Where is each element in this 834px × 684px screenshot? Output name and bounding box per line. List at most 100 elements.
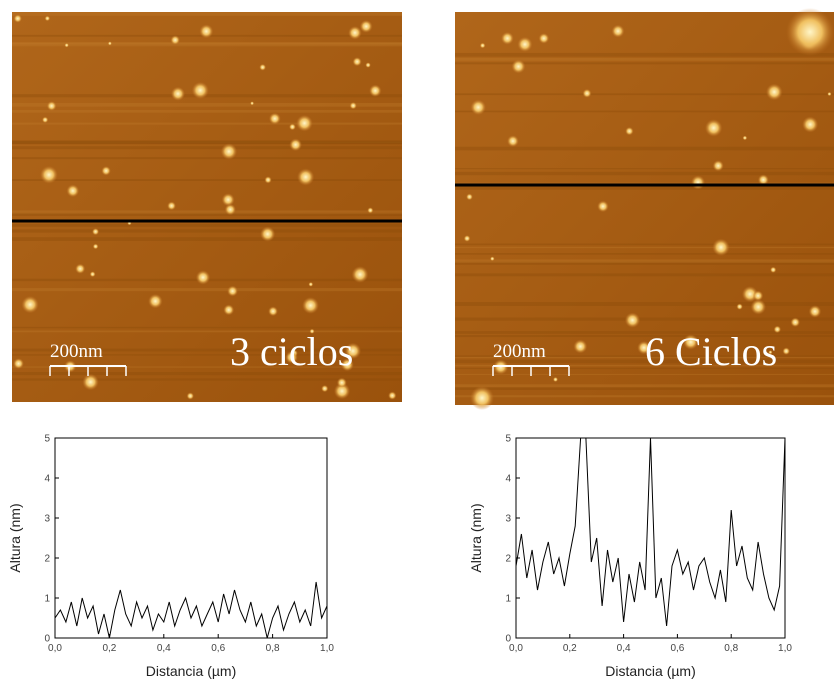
y-tick-label: 1 bbox=[505, 594, 511, 605]
profile-line bbox=[515, 437, 786, 627]
particle bbox=[21, 295, 39, 314]
scan-line bbox=[12, 378, 402, 381]
particle bbox=[296, 114, 313, 132]
particle bbox=[768, 350, 773, 355]
particle bbox=[220, 143, 238, 160]
particle bbox=[333, 382, 351, 400]
scale-label: 200nm bbox=[493, 341, 546, 362]
particle bbox=[365, 62, 371, 68]
scan-line bbox=[455, 335, 834, 338]
scan-line bbox=[455, 171, 834, 176]
y-tick-label: 2 bbox=[44, 554, 50, 565]
scan-line bbox=[455, 186, 834, 190]
scan-line bbox=[12, 141, 402, 144]
x-tick-label: 0,8 bbox=[266, 643, 280, 654]
scan-line bbox=[12, 140, 402, 144]
scan-line bbox=[455, 317, 834, 321]
particle bbox=[351, 266, 369, 283]
particle bbox=[624, 312, 641, 328]
particle bbox=[765, 83, 783, 101]
particle bbox=[470, 99, 487, 116]
scan-line bbox=[455, 110, 834, 113]
particle bbox=[538, 33, 550, 44]
scan-line bbox=[455, 359, 834, 364]
scan-line bbox=[455, 253, 834, 255]
profile-chart: 0 1 2 3 4 5 0,0 0,2 0,4 0,6 0,8 1,0 Distancia (µm) Al… bbox=[468, 434, 792, 680]
scan-line bbox=[12, 140, 402, 144]
particle bbox=[511, 59, 526, 74]
particle bbox=[750, 299, 767, 315]
y-tick-label: 0 bbox=[44, 634, 50, 645]
particle bbox=[625, 126, 634, 136]
particle bbox=[517, 36, 533, 52]
particle bbox=[340, 358, 354, 372]
scan-line bbox=[455, 302, 834, 306]
scan-line bbox=[12, 366, 402, 368]
scan-line bbox=[12, 179, 402, 181]
scan-line bbox=[455, 373, 834, 375]
x-tick-label: 1,0 bbox=[320, 643, 334, 654]
particle bbox=[344, 342, 362, 360]
particle bbox=[782, 347, 790, 355]
particle bbox=[259, 63, 267, 71]
particle bbox=[91, 228, 100, 236]
afm-image: 200nm 3 ciclos bbox=[12, 12, 402, 402]
y-tick-label: 5 bbox=[44, 434, 50, 445]
x-tick-label: 0,0 bbox=[48, 643, 62, 654]
particle bbox=[199, 24, 214, 39]
scan-line bbox=[12, 223, 402, 227]
particle bbox=[66, 184, 80, 198]
particle bbox=[808, 305, 822, 318]
afm-background bbox=[12, 12, 402, 402]
y-tick-label: 1 bbox=[44, 594, 50, 605]
x-tick-label: 0,2 bbox=[563, 643, 577, 654]
particle bbox=[736, 303, 743, 310]
scan-line bbox=[455, 273, 834, 277]
x-tick-label: 0,2 bbox=[102, 643, 116, 654]
scan-line bbox=[455, 367, 834, 370]
particle bbox=[44, 15, 51, 22]
particle bbox=[309, 328, 315, 334]
particle bbox=[597, 200, 609, 213]
particle bbox=[704, 119, 723, 137]
image-label: 3 ciclos bbox=[230, 329, 353, 374]
scan-line bbox=[455, 355, 834, 358]
scan-line bbox=[455, 93, 834, 96]
y-axis-label: Altura (nm) bbox=[7, 503, 23, 572]
particle bbox=[770, 266, 777, 273]
scan-line bbox=[12, 229, 402, 233]
particle bbox=[167, 201, 176, 211]
scan-line bbox=[455, 331, 834, 334]
particle bbox=[89, 271, 96, 278]
x-axis-label: Distancia (µm) bbox=[605, 663, 696, 679]
y-tick-label: 5 bbox=[505, 434, 511, 445]
particle bbox=[742, 135, 748, 141]
y-tick-label: 2 bbox=[505, 554, 511, 565]
particle bbox=[191, 81, 209, 100]
y-tick-label: 4 bbox=[505, 474, 511, 485]
particle bbox=[297, 168, 315, 186]
scan-line bbox=[12, 354, 402, 356]
scan-line bbox=[12, 102, 402, 107]
particle bbox=[637, 340, 651, 355]
scan-line bbox=[12, 122, 402, 125]
particle bbox=[683, 334, 699, 350]
scan-line bbox=[455, 259, 834, 263]
scan-line bbox=[455, 57, 834, 61]
y-axis-label: Altura (nm) bbox=[468, 503, 484, 572]
particle bbox=[463, 235, 471, 242]
scan-line bbox=[455, 52, 834, 57]
scan-line bbox=[12, 348, 402, 352]
particle bbox=[466, 193, 473, 201]
scan-line bbox=[12, 146, 402, 150]
particle bbox=[39, 165, 58, 184]
x-tick-label: 0,0 bbox=[509, 643, 523, 654]
particle bbox=[82, 373, 99, 391]
scan-line bbox=[12, 109, 402, 113]
scan-line bbox=[455, 243, 834, 246]
scan-line bbox=[455, 395, 834, 398]
particle bbox=[790, 317, 801, 328]
particle bbox=[470, 386, 494, 410]
particle bbox=[92, 243, 99, 250]
